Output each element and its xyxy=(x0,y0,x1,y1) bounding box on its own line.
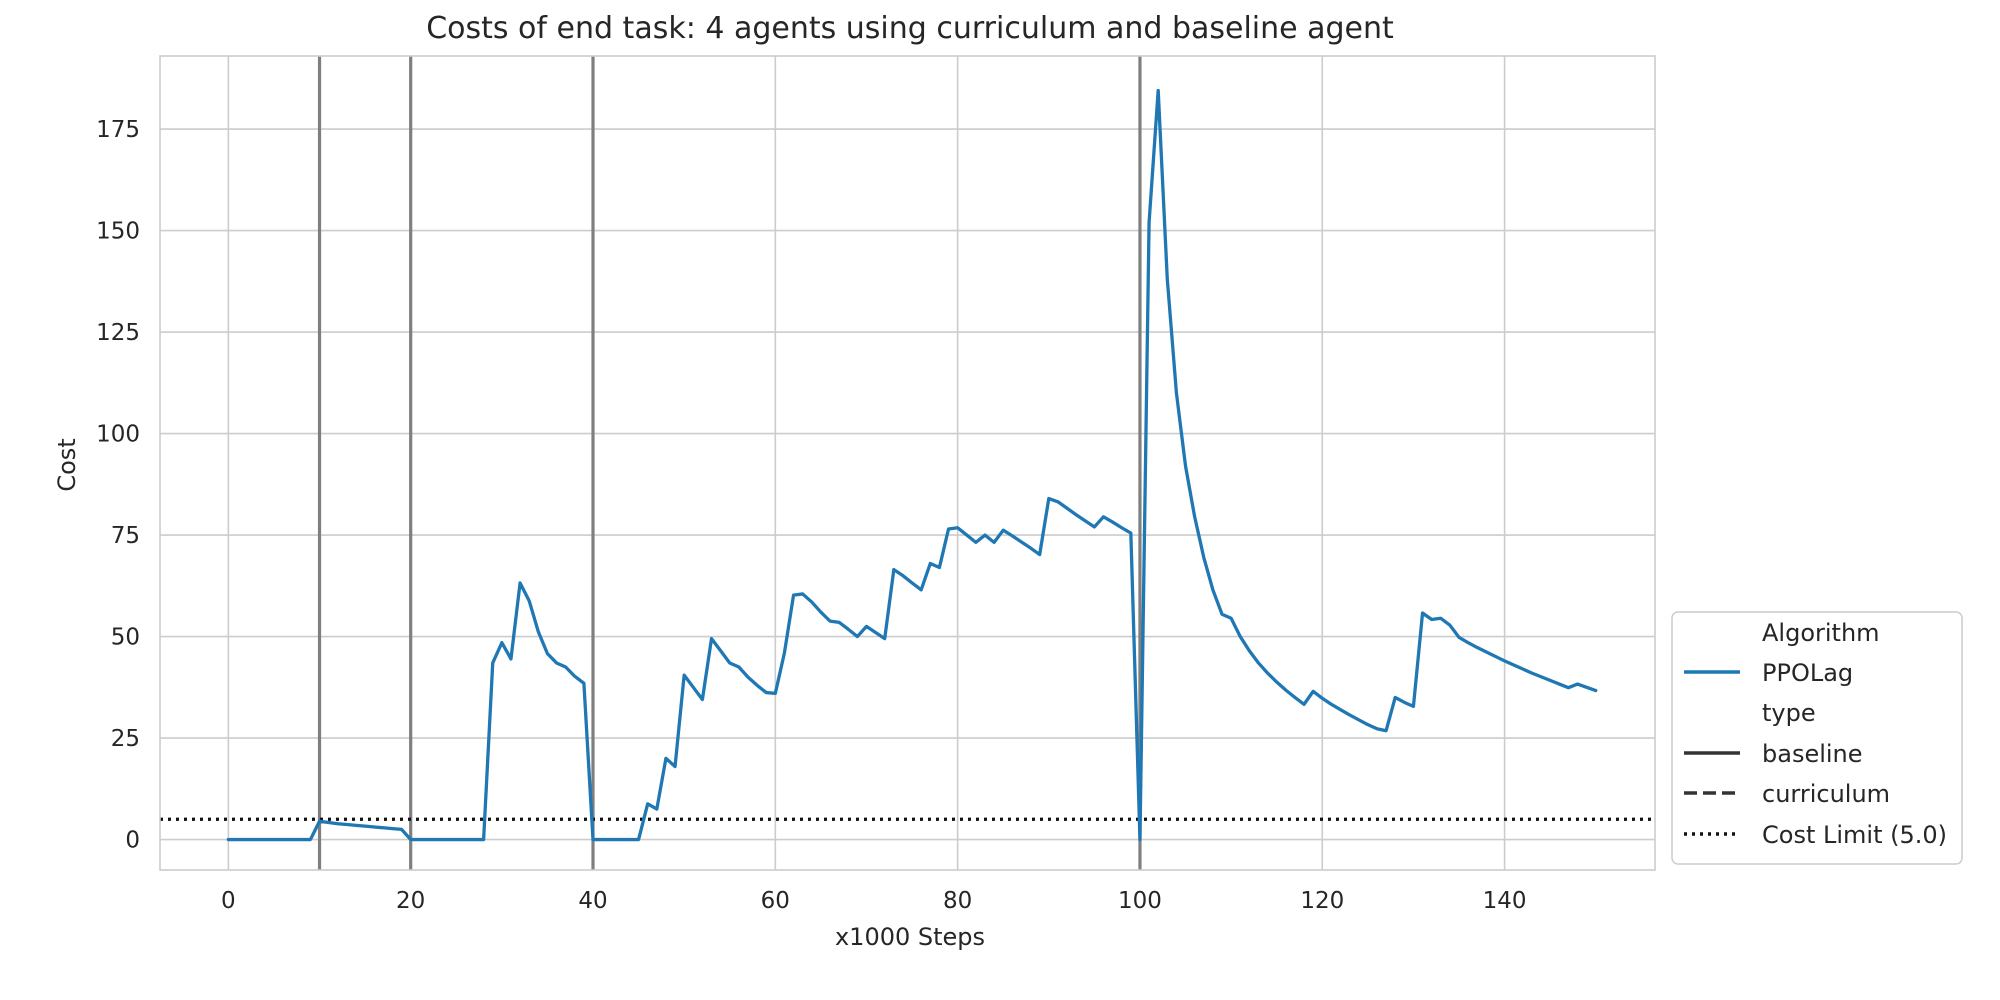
y-tick-label: 150 xyxy=(96,219,140,245)
series-layer xyxy=(226,88,1598,842)
x-tick-labels: 0 20 40 60 80 100 120 140 xyxy=(221,888,1526,914)
x-tick-label: 60 xyxy=(761,888,790,914)
plot-area-frame xyxy=(159,55,1656,871)
legend-label-baseline: baseline xyxy=(1762,740,1863,768)
y-axis-label: Cost xyxy=(53,438,81,491)
y-tick-label: 75 xyxy=(111,523,140,549)
y-tick-label: 50 xyxy=(111,625,140,651)
series-line-ppolag-baseline xyxy=(226,88,1598,842)
legend-box xyxy=(1671,611,1963,865)
x-tick-label: 0 xyxy=(221,888,236,914)
x-tick-label: 40 xyxy=(578,888,607,914)
legend-hue-title: Algorithm xyxy=(1762,619,1880,647)
y-tick-label: 100 xyxy=(96,422,140,448)
x-axis-label: x1000 Steps xyxy=(835,923,985,951)
x-tick-label: 120 xyxy=(1300,888,1344,914)
x-tick-label: 100 xyxy=(1118,888,1162,914)
y-tick-labels: 0 25 50 75 100 125 150 175 xyxy=(96,117,140,853)
legend-label-cost-limit: Cost Limit (5.0) xyxy=(1762,821,1947,849)
x-tick-label: 140 xyxy=(1483,888,1527,914)
legend: Algorithm PPOLag type baseline curriculu… xyxy=(1671,611,1963,865)
y-tick-label: 125 xyxy=(96,320,140,346)
x-tick-label: 20 xyxy=(396,888,425,914)
y-tick-label: 0 xyxy=(125,828,140,854)
chart-title: Costs of end task: 4 agents using curric… xyxy=(426,11,1394,46)
legend-label-ppolag: PPOLag xyxy=(1762,659,1853,687)
y-tick-label: 25 xyxy=(111,726,140,752)
y-tick-label: 175 xyxy=(96,117,140,143)
legend-label-curriculum: curriculum xyxy=(1762,780,1890,808)
x-tick-label: 80 xyxy=(943,888,972,914)
legend-style-title: type xyxy=(1762,699,1816,727)
